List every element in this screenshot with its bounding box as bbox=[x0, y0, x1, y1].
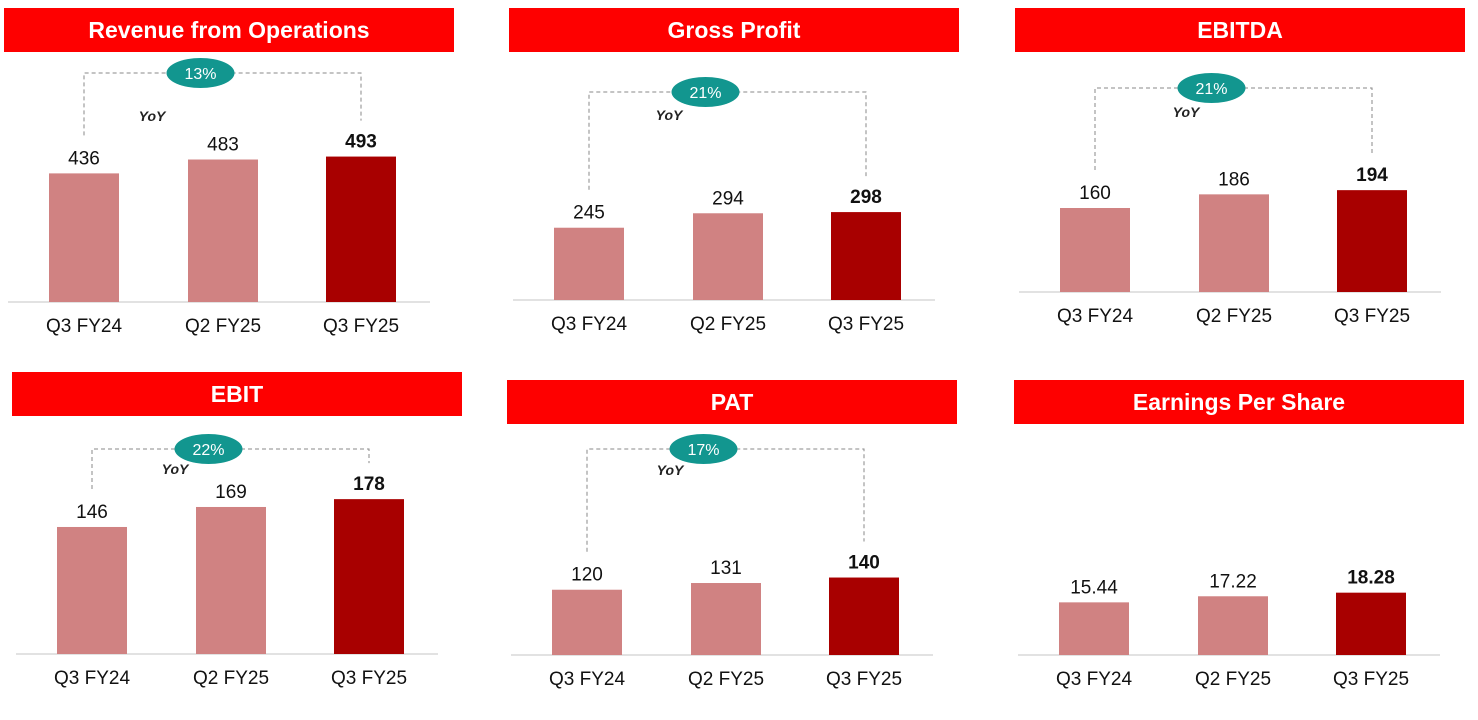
data-label: 146 bbox=[76, 502, 108, 523]
category-label: Q3 FY25 bbox=[826, 669, 902, 690]
yoy-growth-value: 21% bbox=[1195, 81, 1227, 98]
bar-q3-fy24 bbox=[554, 227, 624, 300]
yoy-label: YoY bbox=[1173, 104, 1201, 120]
chart-title-banner: Revenue from Operations bbox=[4, 8, 454, 52]
pat-chart-panel: PAT 120 Q3 FY24 131 Q2 FY25 140 Q3 FY25 17% YoY bbox=[507, 380, 957, 720]
bar-chart: 146 Q3 FY24 169 Q2 FY25 178 Q3 FY25 22%YoY bbox=[16, 434, 438, 689]
category-label: Q3 FY24 bbox=[1056, 669, 1132, 690]
yoy-bracket bbox=[83, 72, 362, 136]
yoy-growth-badge bbox=[671, 77, 740, 107]
category-label: Q3 FY24 bbox=[551, 314, 627, 335]
bar-q3-fy24 bbox=[1060, 208, 1130, 292]
yoy-bracket bbox=[586, 448, 865, 552]
bar-chart: 160 Q3 FY24 186 Q2 FY25 194 Q3 FY25 21% YoY bbox=[1019, 73, 1441, 327]
bar-chart: 245 Q3 FY24 294 Q2 FY25 298 Q3 FY25 21% YoY bbox=[513, 77, 935, 335]
bar-q2-fy25 bbox=[691, 583, 761, 655]
bar-chart: 15.44 Q3 FY24 17.22 Q2 FY25 18.28 Q3 FY25 bbox=[1018, 568, 1440, 690]
eps-chart-panel: Earnings Per Share 15.44 Q3 FY24 17.22 Q2 F… bbox=[1014, 380, 1464, 720]
bar-chart: 120 Q3 FY24 131 Q2 FY25 140 Q3 FY25 17%YoY bbox=[511, 434, 933, 690]
data-label: 18.28 bbox=[1347, 568, 1395, 589]
category-label: Q2 FY25 bbox=[185, 316, 261, 337]
yoy-bracket bbox=[588, 91, 867, 190]
data-label: 160 bbox=[1079, 183, 1111, 204]
data-label: 483 bbox=[207, 135, 239, 156]
bar-q3-fy25 bbox=[326, 156, 396, 302]
bar-q3-fy24 bbox=[552, 589, 622, 655]
category-label: Q2 FY25 bbox=[193, 668, 269, 689]
gross-profit-chart-panel: Gross Profit 245 Q3 FY24 294 Q2 FY25 298 Q3 F… bbox=[509, 8, 959, 348]
data-label: 298 bbox=[850, 187, 882, 208]
yoy-label: YoY bbox=[656, 107, 684, 123]
yoy-bracket bbox=[1094, 87, 1373, 170]
yoy-growth-value: 13% bbox=[184, 66, 216, 83]
data-label: 17.22 bbox=[1209, 571, 1257, 592]
bar-q3-fy25 bbox=[1336, 592, 1406, 655]
data-label: 140 bbox=[848, 553, 880, 574]
data-label: 436 bbox=[68, 148, 100, 169]
bar-q3-fy25 bbox=[334, 499, 404, 654]
category-label: Q2 FY25 bbox=[1195, 669, 1271, 690]
yoy-growth-badge bbox=[1177, 73, 1246, 103]
yoy-growth-value: 21% bbox=[689, 85, 721, 102]
category-label: Q2 FY25 bbox=[690, 314, 766, 335]
chart-title-banner: PAT bbox=[507, 380, 957, 424]
category-label: Q3 FY25 bbox=[1333, 669, 1409, 690]
revenue-chart-panel: Revenue from Operations 436 Q3 FY24 483 Q2 … bbox=[4, 8, 454, 348]
bar-q3-fy25 bbox=[829, 577, 899, 655]
bar-q2-fy25 bbox=[693, 213, 763, 300]
bar-chart: 436 Q3 FY24 483 Q2 FY25 493 Q3 FY25 13% YoY bbox=[8, 58, 430, 337]
bar-q3-fy25 bbox=[831, 212, 901, 300]
chart-title-banner: Earnings Per Share bbox=[1014, 380, 1464, 424]
bar-q3-fy24 bbox=[57, 526, 127, 654]
bar-q2-fy25 bbox=[196, 506, 266, 654]
category-label: Q3 FY25 bbox=[323, 316, 399, 337]
data-label: 15.44 bbox=[1070, 577, 1118, 598]
bar-q2-fy25 bbox=[1198, 596, 1268, 655]
ebit-chart-panel: EBIT 146 Q3 FY24 169 Q2 FY25 178 Q3 FY25 22% Yo… bbox=[12, 372, 462, 712]
yoy-growth-badge bbox=[669, 434, 738, 464]
data-label: 169 bbox=[215, 482, 247, 503]
data-label: 186 bbox=[1218, 169, 1250, 190]
category-label: Q2 FY25 bbox=[1196, 306, 1272, 327]
category-label: Q3 FY24 bbox=[46, 316, 122, 337]
category-label: Q3 FY25 bbox=[1334, 306, 1410, 327]
yoy-growth-badge bbox=[166, 58, 235, 88]
chart-title-banner: Gross Profit bbox=[509, 8, 959, 52]
category-label: Q3 FY25 bbox=[828, 314, 904, 335]
yoy-label: YoY bbox=[162, 461, 190, 477]
yoy-label: YoY bbox=[657, 462, 685, 478]
yoy-growth-value: 17% bbox=[687, 442, 719, 459]
yoy-growth-value: 22% bbox=[192, 442, 224, 459]
chart-title-banner: EBITDA bbox=[1015, 8, 1465, 52]
data-label: 131 bbox=[710, 558, 742, 579]
category-label: Q3 FY25 bbox=[331, 668, 407, 689]
category-label: Q3 FY24 bbox=[1057, 306, 1133, 327]
bar-q3-fy25 bbox=[1337, 190, 1407, 292]
data-label: 493 bbox=[345, 132, 377, 153]
bar-q2-fy25 bbox=[1199, 194, 1269, 292]
data-label: 178 bbox=[353, 474, 385, 495]
category-label: Q2 FY25 bbox=[688, 669, 764, 690]
bar-q3-fy24 bbox=[49, 173, 119, 302]
chart-title-banner: EBIT bbox=[12, 372, 462, 416]
bar-q2-fy25 bbox=[188, 159, 258, 302]
ebitda-chart-panel: EBITDA 160 Q3 FY24 186 Q2 FY25 194 Q3 FY25 21%… bbox=[1015, 8, 1465, 348]
data-label: 245 bbox=[573, 203, 605, 224]
data-label: 120 bbox=[571, 565, 603, 586]
category-label: Q3 FY24 bbox=[549, 669, 625, 690]
data-label: 194 bbox=[1356, 165, 1388, 186]
yoy-label: YoY bbox=[139, 108, 167, 124]
data-label: 294 bbox=[712, 188, 744, 209]
bar-q3-fy24 bbox=[1059, 602, 1129, 655]
yoy-growth-badge bbox=[174, 434, 243, 464]
category-label: Q3 FY24 bbox=[54, 668, 130, 689]
